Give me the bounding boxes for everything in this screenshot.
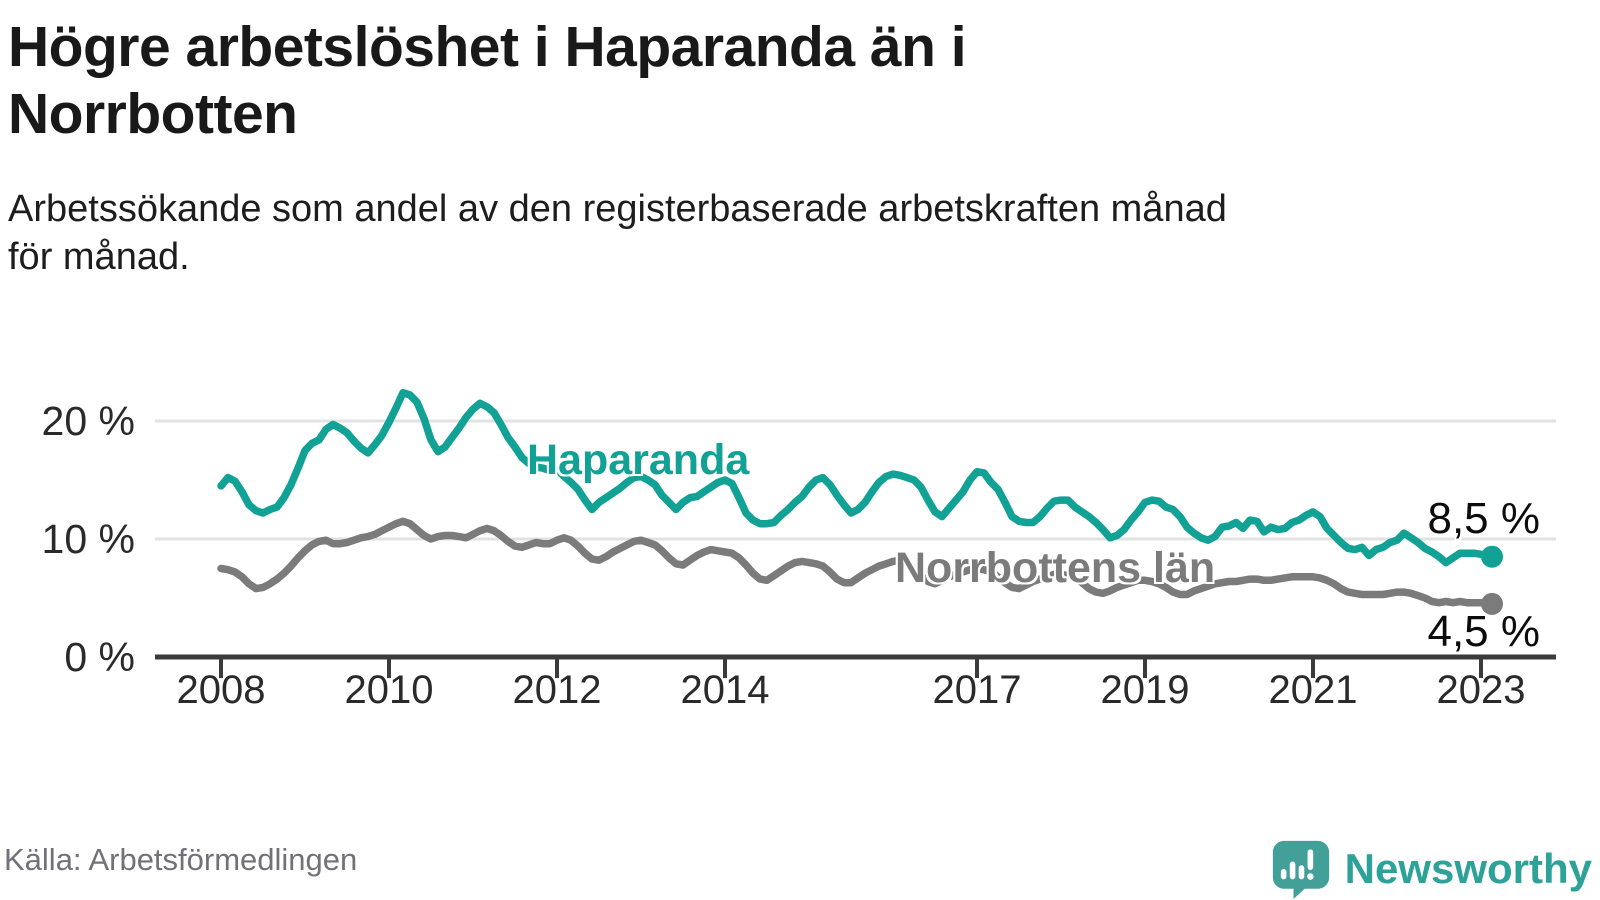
chart-subtitle: Arbetssökande som andel av den registerb… — [8, 188, 1227, 278]
newsworthy-brand: Newsworthy — [1271, 838, 1592, 900]
x-axis-label-2014: 2014 — [680, 668, 770, 712]
x-axis-label-2017: 2017 — [932, 668, 1022, 712]
end-value-haparanda: 8,5 % — [1427, 494, 1540, 543]
page-title: Högre arbetslöshet i Haparanda än i Norr… — [8, 15, 967, 146]
series-label-haparanda: Haparanda — [527, 436, 750, 484]
series-label-norrbotten: Norrbottens län — [895, 544, 1216, 592]
series-line-haparanda — [217, 388, 1492, 567]
series-line-norrbotten — [217, 517, 1492, 608]
end-dot-norrbotten — [1481, 592, 1503, 615]
y-axis-label-20: 20 % — [41, 398, 135, 444]
newsworthy-wordmark: Newsworthy — [1344, 845, 1592, 892]
logo-bar-1 — [1280, 869, 1287, 880]
logo-bar-3 — [1298, 865, 1304, 880]
logo-exclamation-bar — [1307, 849, 1313, 870]
x-axis-label-2019: 2019 — [1100, 668, 1190, 712]
logo-bar-2 — [1289, 861, 1295, 880]
x-axis-label-2021: 2021 — [1268, 668, 1358, 712]
x-axis-label-2010: 2010 — [344, 668, 434, 712]
source-note: Källa: Arbetsförmedlingen — [4, 842, 358, 877]
newsworthy-logo-icon — [1272, 840, 1329, 899]
end-dot-haparanda — [1481, 545, 1503, 568]
logo-exclamation-dot — [1306, 873, 1314, 880]
x-axis-label-2008: 2008 — [176, 668, 266, 712]
y-axis-label-10: 10 % — [41, 516, 135, 562]
y-axis-label-0: 0 % — [64, 634, 135, 680]
x-axis-label-2023: 2023 — [1436, 668, 1526, 712]
x-axis-label-2012: 2012 — [512, 668, 602, 712]
end-value-norrbotten: 4,5 % — [1427, 607, 1540, 656]
